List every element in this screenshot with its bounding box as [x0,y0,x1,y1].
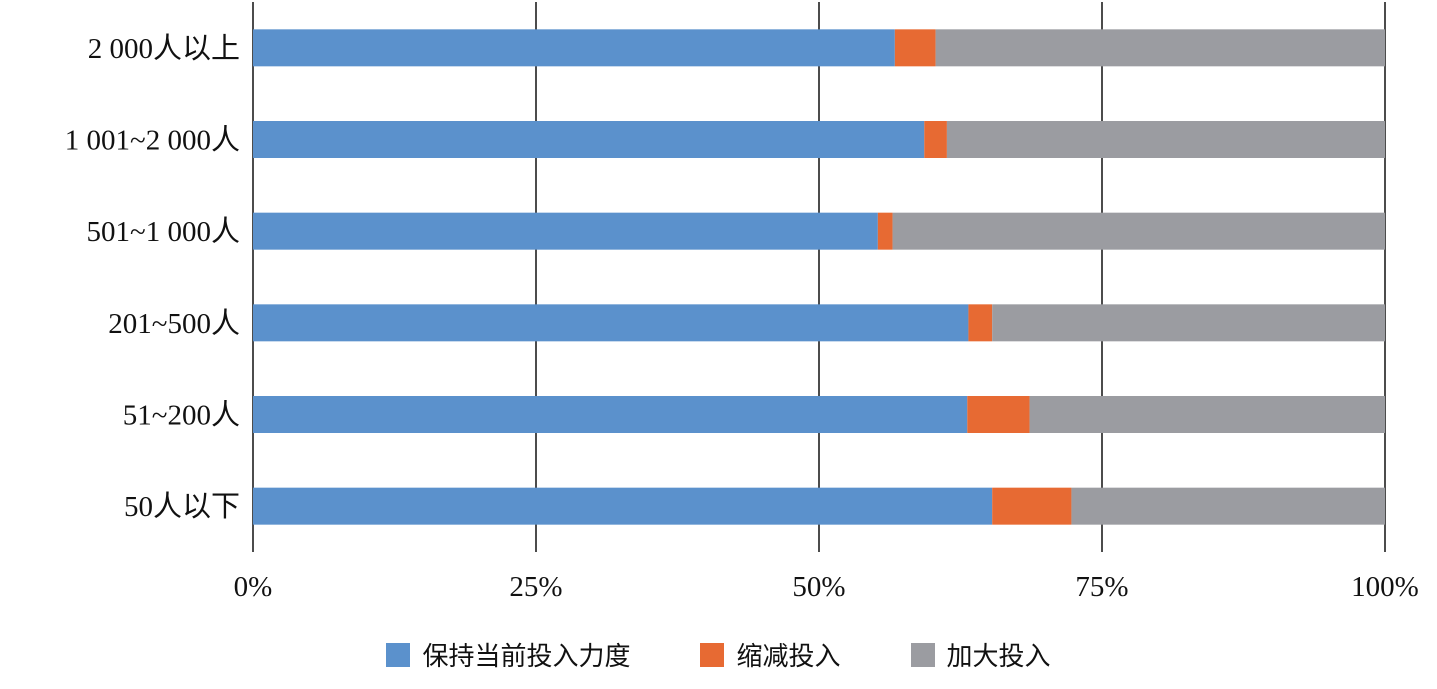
bar-segment-1 [877,212,893,250]
category-label: 501~1 000人 [87,216,240,248]
bar-segment-0 [253,304,969,342]
category-label: 2 000人以上 [88,33,240,65]
legend-item: 加大投入 [910,636,1051,673]
category-label: 201~500人 [108,308,240,340]
legend-swatch [910,642,935,667]
bar-segment-2 [892,212,1385,250]
label-layer: 0% 25% 50% 75% 100% 2 000人以上 1 001~2 000人 501~1… [65,33,1419,603]
bar-layer [253,29,1385,525]
legend-label: 保持当前投入力度 [422,642,631,672]
x-tick-label: 50% [792,571,845,603]
x-tick-label: 75% [1075,571,1128,603]
bar-segment-1 [992,487,1072,525]
legend-label: 缩减投入 [736,642,841,672]
legend: 保持当前投入力度 缩减投入 加大投入 [0,636,1437,673]
bar-segment-2 [992,304,1385,342]
chart-svg: 0% 25% 50% 75% 100% 2 000人以上 1 001~2 000人 501~1… [65,2,1419,603]
category-label: 51~200人 [123,400,240,432]
bar-segment-2 [935,29,1385,67]
legend-item: 缩减投入 [700,636,841,673]
bar-segment-2 [1071,487,1385,525]
bar-segment-2 [1029,396,1385,433]
bar-segment-0 [253,212,878,250]
bar-segment-0 [253,487,993,525]
grid-layer [252,2,1386,552]
x-tick-label: 0% [234,571,273,603]
bar-segment-0 [253,29,895,67]
bar-segment-1 [924,121,947,158]
category-label: 50人以下 [124,491,240,523]
bar-segment-1 [968,304,993,342]
bar-segment-2 [946,121,1385,158]
bar-segment-1 [894,29,936,67]
legend-label: 加大投入 [946,642,1051,672]
category-label: 1 001~2 000人 [65,125,240,157]
bar-segment-0 [253,396,968,433]
x-tick-label: 100% [1351,571,1419,603]
legend-item: 保持当前投入力度 [386,636,630,673]
legend-swatch [386,642,411,667]
bar-segment-1 [967,396,1030,433]
legend-swatch [700,642,725,667]
bar-segment-0 [253,121,925,158]
x-tick-label: 25% [509,571,562,603]
